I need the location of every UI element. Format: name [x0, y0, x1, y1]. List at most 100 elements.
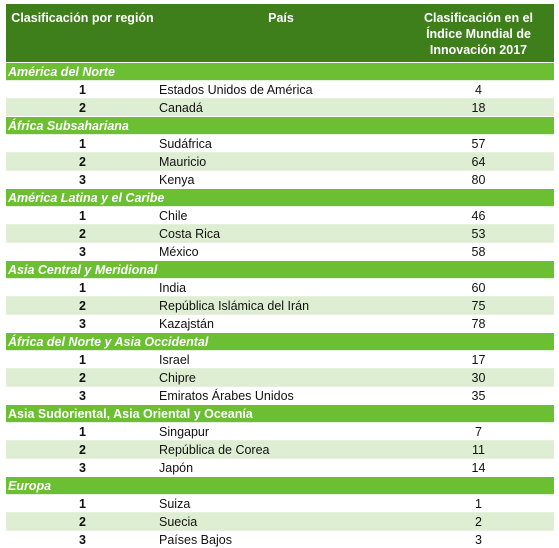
country-cell: Mauricio — [159, 153, 403, 171]
region-rank-cell: 2 — [6, 99, 159, 117]
country-cell: Suiza — [159, 495, 403, 513]
country-cell: Chipre — [159, 369, 403, 387]
region-name: África Subsahariana — [6, 117, 554, 135]
region-name: Asia Central y Meridional — [6, 261, 554, 279]
region-name: América Latina y el Caribe — [6, 189, 554, 207]
region-rank-cell: 2 — [6, 369, 159, 387]
region-rank-cell: 2 — [6, 153, 159, 171]
region-header-row: Asia Central y Meridional — [6, 261, 554, 279]
country-cell: Estados Unidos de América — [159, 81, 403, 99]
region-rank-cell: 3 — [6, 315, 159, 333]
gii-rank-cell: 80 — [403, 171, 554, 189]
country-cell: Países Bajos — [159, 531, 403, 548]
country-cell: Chile — [159, 207, 403, 225]
region-rank-cell: 1 — [6, 207, 159, 225]
region-rank-cell: 3 — [6, 171, 159, 189]
region-rank-cell: 1 — [6, 135, 159, 153]
region-rank-cell: 1 — [6, 351, 159, 369]
gii-rank-cell: 7 — [403, 423, 554, 441]
region-rank-cell: 2 — [6, 441, 159, 459]
region-rank-cell: 1 — [6, 81, 159, 99]
country-cell: Canadá — [159, 99, 403, 117]
gii-rank-cell: 2 — [403, 513, 554, 531]
region-rank-cell: 1 — [6, 279, 159, 297]
gii-rank-cell: 3 — [403, 531, 554, 548]
region-header-row: Europa — [6, 477, 554, 495]
table-header: Clasificación por región País Clasificac… — [6, 4, 554, 63]
country-cell: Kenya — [159, 171, 403, 189]
region-header-row: África Subsahariana — [6, 117, 554, 135]
gii-rank-cell: 46 — [403, 207, 554, 225]
country-cell: República de Corea — [159, 441, 403, 459]
region-header-row: América Latina y el Caribe — [6, 189, 554, 207]
country-cell: Suecia — [159, 513, 403, 531]
region-header-row: África del Norte y Asia Occidental — [6, 333, 554, 351]
header-country: País — [159, 4, 403, 63]
region-rank-cell: 3 — [6, 531, 159, 548]
header-gii-rank: Clasificación en el Índice Mundial de In… — [403, 4, 554, 63]
gii-rank-cell: 1 — [403, 495, 554, 513]
gii-rank-cell: 64 — [403, 153, 554, 171]
region-header-row: América del Norte — [6, 63, 554, 81]
header-row: Clasificación por región País Clasificac… — [6, 4, 554, 63]
gii-rank-cell: 14 — [403, 459, 554, 477]
region-rank-cell: 1 — [6, 423, 159, 441]
country-cell: Kazajstán — [159, 315, 403, 333]
innovation-ranking-table-container: Clasificación por región País Clasificac… — [6, 4, 554, 548]
region-rank-cell: 3 — [6, 459, 159, 477]
region-rank-cell: 3 — [6, 387, 159, 405]
gii-rank-cell: 58 — [403, 243, 554, 261]
header-region-rank: Clasificación por región — [6, 4, 159, 63]
gii-rank-cell: 4 — [403, 81, 554, 99]
gii-rank-cell: 11 — [403, 441, 554, 459]
region-rank-cell: 1 — [6, 495, 159, 513]
gii-rank-cell: 53 — [403, 225, 554, 243]
region-rank-cell: 2 — [6, 297, 159, 315]
country-cell: Costa Rica — [159, 225, 403, 243]
country-cell: Japón — [159, 459, 403, 477]
region-rank-cell: 2 — [6, 513, 159, 531]
region-rank-cell: 2 — [6, 225, 159, 243]
region-rank-cell: 3 — [6, 243, 159, 261]
country-cell: Singapur — [159, 423, 403, 441]
country-cell: Israel — [159, 351, 403, 369]
country-cell: México — [159, 243, 403, 261]
region-name: Asia Sudoriental, Asia Oriental y Oceaní… — [6, 405, 554, 423]
gii-rank-cell: 78 — [403, 315, 554, 333]
gii-rank-cell: 60 — [403, 279, 554, 297]
country-cell: Emiratos Árabes Unidos — [159, 387, 403, 405]
country-cell: India — [159, 279, 403, 297]
country-cell: República Islámica del Irán — [159, 297, 403, 315]
gii-rank-cell: 35 — [403, 387, 554, 405]
region-name: América del Norte — [6, 63, 554, 81]
gii-rank-cell: 18 — [403, 99, 554, 117]
gii-rank-cell: 30 — [403, 369, 554, 387]
gii-rank-cell: 17 — [403, 351, 554, 369]
region-name: África del Norte y Asia Occidental — [6, 333, 554, 351]
gii-rank-cell: 75 — [403, 297, 554, 315]
region-name: Europa — [6, 477, 554, 495]
region-header-row: Asia Sudoriental, Asia Oriental y Oceaní… — [6, 405, 554, 423]
innovation-ranking-table: Clasificación por región País Clasificac… — [6, 4, 554, 548]
